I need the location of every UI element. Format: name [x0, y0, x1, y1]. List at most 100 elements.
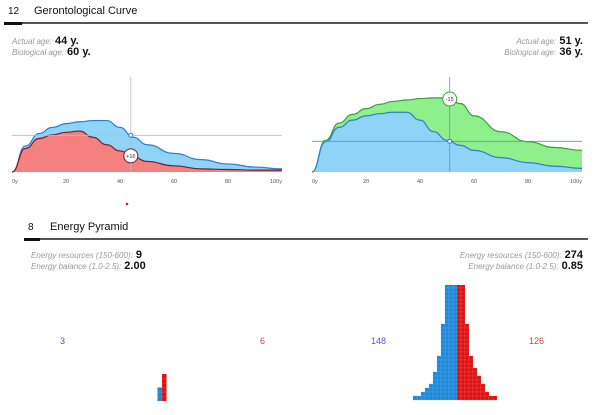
pyramid-cell-blue	[448, 343, 454, 349]
pyramid-cell-blue	[448, 339, 454, 345]
pyramid-cell-red	[460, 327, 466, 333]
crosshair-point	[128, 132, 134, 138]
pyramid-cell-blue	[448, 285, 454, 289]
pyramid-cell-red	[472, 391, 478, 397]
energy-pyramid-right	[412, 285, 498, 401]
x-tick-label: 100y	[570, 179, 582, 185]
pyramid-cell-red	[456, 395, 462, 401]
section-number: 8	[28, 222, 34, 233]
pyramid-cell-red	[464, 375, 470, 381]
biological-age-value: 60 y.	[67, 46, 91, 58]
pyramid-cell-red	[460, 395, 466, 401]
pyramid-cell-red	[456, 331, 462, 337]
pyramid-cell-blue	[444, 311, 450, 317]
delta-marker-circle	[123, 148, 139, 164]
pyramid-cell-blue	[436, 371, 442, 377]
pyramid-cell-blue	[416, 395, 422, 401]
pyramid-cell-red	[161, 382, 167, 388]
pyramid-cell-blue	[440, 355, 446, 361]
pyramid-cell-blue	[432, 387, 438, 393]
pyramid-cell-blue	[448, 311, 454, 317]
series-line-individual	[311, 97, 583, 173]
pyramid-cell-blue	[452, 363, 458, 369]
pyramid-cell-red	[464, 355, 470, 361]
pyramid-cell-red	[460, 291, 466, 297]
energy-balance-value: 0.85	[561, 260, 583, 272]
pyramid-cell-blue	[452, 307, 458, 313]
energy-resources-value: 9	[135, 249, 142, 261]
pyramid-cell-red	[472, 379, 478, 385]
pyramid-cell-red	[460, 375, 466, 381]
pyramid-cell-blue	[448, 303, 454, 309]
pyramid-cell-blue	[432, 371, 438, 377]
pyramid-cell-blue	[452, 323, 458, 329]
pyramid-cell-blue	[448, 383, 454, 389]
crosshair-point	[447, 138, 453, 144]
pyramid-cell-blue	[452, 375, 458, 381]
pyramid-cell-blue	[440, 371, 446, 377]
series-area-norm	[312, 112, 582, 172]
pyramid-cell-red	[460, 307, 466, 313]
pyramid-cell-red	[464, 351, 470, 357]
pyramid-cell-blue	[440, 395, 446, 401]
pyramid-cell-blue	[452, 331, 458, 337]
series-line-norm	[311, 111, 583, 173]
pyramid-cell-blue	[440, 343, 446, 349]
header-underline	[4, 22, 22, 25]
gerontological-left-stats: Actual age: 44 y. Biological age: 60 y.	[12, 36, 91, 58]
pyramid-cell-blue	[448, 359, 454, 365]
pyramid-cell-blue	[444, 327, 450, 333]
pyramid-cell-blue	[452, 311, 458, 317]
pyramid-cell-blue	[412, 395, 418, 401]
pyramid-cell-red	[460, 295, 466, 301]
pyramid-cell-blue	[452, 299, 458, 305]
pyramid-cell-red	[460, 371, 466, 377]
pyramid-cell-blue	[440, 331, 446, 337]
energy-balance-label: Energy balance (1.0-2.5):	[31, 262, 122, 271]
pyramid-cell-blue	[436, 395, 442, 401]
pyramid-cell-red	[456, 343, 462, 349]
header-rule	[4, 22, 588, 24]
energy-resources-label: Energy resources (150-600):	[459, 251, 562, 260]
pyramid-cell-blue	[440, 327, 446, 333]
pyramid-cell-red	[472, 367, 478, 373]
series-line-norm	[11, 119, 283, 173]
pyramid-cell-red	[460, 387, 466, 393]
biological-age-label: Biological age:	[12, 48, 65, 57]
pyramid-cell-blue	[157, 387, 163, 393]
pyramid-cell-blue	[428, 383, 434, 389]
pyramid-cell-blue	[444, 367, 450, 373]
pyramid-cell-blue	[436, 363, 442, 369]
energy-resources-value: 274	[564, 249, 583, 261]
pyramid-cell-blue	[444, 291, 450, 297]
actual-age-value: 44 y.	[55, 35, 79, 47]
pyramid-cell-blue	[444, 387, 450, 393]
pyramid-cell-blue	[452, 359, 458, 365]
pyramid-cell-blue	[428, 391, 434, 397]
pyramid-cell-blue	[436, 391, 442, 397]
pyramid-cell-blue	[440, 391, 446, 397]
pyramid-cell-blue	[452, 347, 458, 353]
pyramid-cell-blue	[440, 339, 446, 345]
pyramid-cell-red	[464, 347, 470, 353]
pyramid-cell-blue	[444, 319, 450, 325]
pyramid-cell-red	[456, 299, 462, 305]
pyramid-cell-blue	[428, 395, 434, 401]
pyramid-cell-blue	[444, 323, 450, 329]
pyramid-cell-blue	[452, 339, 458, 345]
pyramid-cell-blue	[448, 319, 454, 325]
pyramid-cell-red	[456, 311, 462, 317]
pyramid-cell-red	[456, 315, 462, 321]
pyramid-cell-red	[456, 375, 462, 381]
pyramid-cell-red	[464, 335, 470, 341]
pyramid-cell-red	[456, 291, 462, 297]
pyramid-right-red-count: 126	[529, 336, 545, 346]
pyramid-cell-blue	[444, 335, 450, 341]
pyramid-cell-red	[460, 339, 466, 345]
pyramid-cell-blue	[436, 355, 442, 361]
pyramid-cell-red	[480, 391, 486, 397]
pyramid-cell-blue	[452, 383, 458, 389]
pyramid-cell-red	[460, 351, 466, 357]
pyramid-cell-blue	[448, 351, 454, 357]
pyramid-cell-blue	[452, 303, 458, 309]
